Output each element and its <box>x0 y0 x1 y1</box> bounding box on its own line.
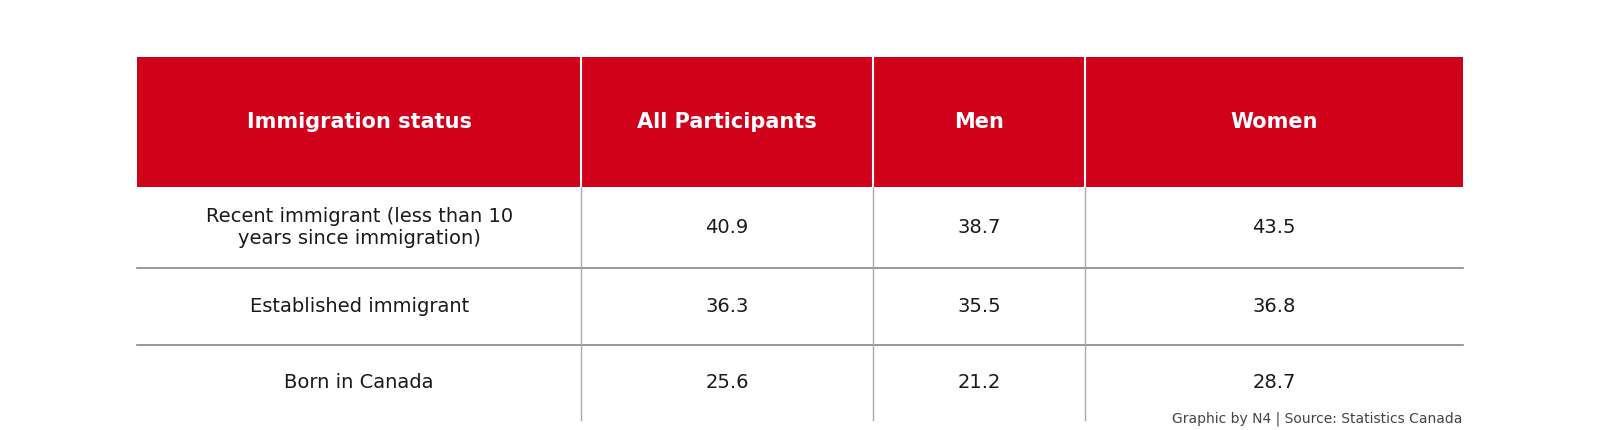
Text: 43.5: 43.5 <box>1253 218 1296 237</box>
Text: Established immigrant: Established immigrant <box>250 298 469 316</box>
Text: Graphic by N4 | Source: Statistics Canada: Graphic by N4 | Source: Statistics Canad… <box>1173 412 1462 427</box>
Text: 21.2: 21.2 <box>957 373 1000 392</box>
Text: 25.6: 25.6 <box>706 373 749 392</box>
Text: 38.7: 38.7 <box>957 218 1000 237</box>
Text: Women: Women <box>1230 112 1318 132</box>
Text: Recent immigrant (less than 10
years since immigration): Recent immigrant (less than 10 years sin… <box>206 207 512 248</box>
Text: Men: Men <box>954 112 1003 132</box>
Text: Born in Canada: Born in Canada <box>285 373 434 392</box>
Text: 35.5: 35.5 <box>957 298 1000 316</box>
Text: 28.7: 28.7 <box>1253 373 1296 392</box>
Text: Immigration status: Immigration status <box>246 112 472 132</box>
Text: 40.9: 40.9 <box>706 218 749 237</box>
Text: 36.3: 36.3 <box>706 298 749 316</box>
Text: All Participants: All Participants <box>637 112 818 132</box>
FancyBboxPatch shape <box>138 57 1462 187</box>
Text: 36.8: 36.8 <box>1253 298 1296 316</box>
